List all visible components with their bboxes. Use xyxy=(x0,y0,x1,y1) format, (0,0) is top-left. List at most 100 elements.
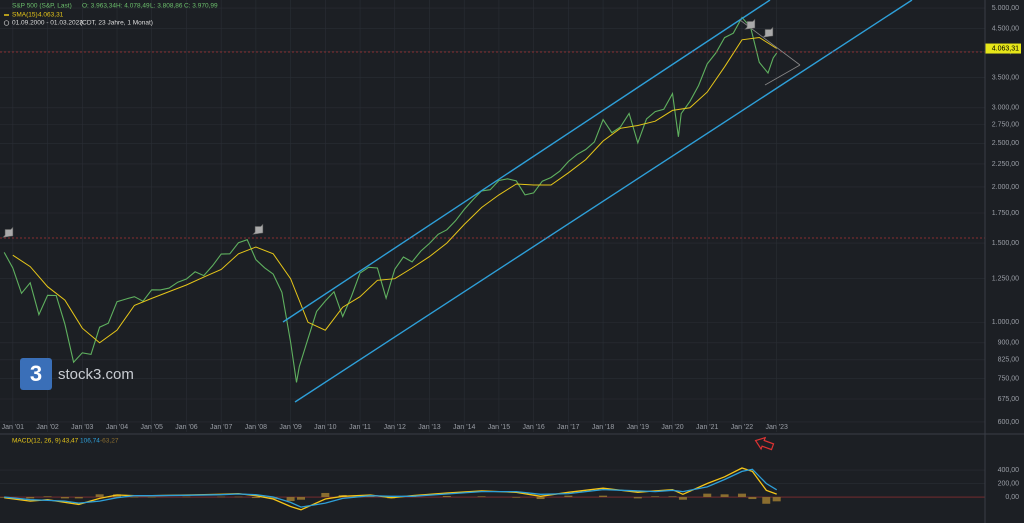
histogram-bar xyxy=(762,497,771,504)
histogram-bar xyxy=(74,497,83,499)
trend-line xyxy=(764,64,801,86)
x-tick-label: Jan '20 xyxy=(661,424,683,431)
histogram-bar xyxy=(512,497,521,498)
y-tick-label: 600,00 xyxy=(998,419,1020,426)
y-tick-label: 2.000,00 xyxy=(992,184,1019,191)
ohlc-high: H: 4.078,49 xyxy=(116,3,150,10)
x-tick-label: Jan '11 xyxy=(349,424,371,431)
x-tick-label: Jan '10 xyxy=(314,424,336,431)
clock-icon xyxy=(3,20,10,26)
x-tick-label: Jan '12 xyxy=(384,424,406,431)
y-tick-label: 1.250,00 xyxy=(992,276,1019,283)
x-tick-label: Jan '09 xyxy=(279,424,301,431)
channel-upper xyxy=(282,0,771,323)
histogram-bar xyxy=(366,496,375,498)
watermark: 3 stock3.com xyxy=(20,358,134,390)
macd-value: 43,47 xyxy=(62,438,79,445)
period: 01.09.2000 - 01.03.2023 xyxy=(12,20,83,27)
x-tick-label: Jan '22 xyxy=(731,424,753,431)
x-tick-label: Jan '07 xyxy=(210,424,232,431)
plot-layer xyxy=(0,0,985,511)
y-tick-label: 200,00 xyxy=(998,480,1020,487)
signal-value: 106,74 xyxy=(80,438,100,445)
histogram-bar xyxy=(442,496,451,498)
macd-legend: MACD(12, 26, 9) xyxy=(12,438,61,445)
histogram-bar xyxy=(297,497,306,500)
drawings xyxy=(0,0,985,451)
x-tick-label: Jan '15 xyxy=(488,424,510,431)
ohlc-open: O: 3.963,34 xyxy=(82,3,116,10)
histogram-bar xyxy=(737,493,746,498)
histogram-bar xyxy=(748,497,757,500)
x-tick-label: Jan '06 xyxy=(175,424,197,431)
price-tag-label: 4.063,31 xyxy=(992,45,1019,52)
histogram-bar xyxy=(251,497,260,499)
x-tick-label: Jan '08 xyxy=(245,424,267,431)
x-tick-label: Jan '21 xyxy=(696,424,718,431)
histogram-bar xyxy=(217,496,226,498)
logo-mark: 3 xyxy=(30,361,42,386)
histogram-bar xyxy=(599,495,608,498)
arrow xyxy=(744,18,756,30)
x-tick-label: Jan '02 xyxy=(36,424,58,431)
histogram-bar xyxy=(234,496,243,498)
arrow xyxy=(2,226,14,238)
histogram-bar xyxy=(26,497,35,499)
histogram-bar xyxy=(113,494,122,498)
y-tick-label: 900,00 xyxy=(998,340,1020,347)
x-tick-label: Jan '23 xyxy=(766,424,788,431)
histogram-bar xyxy=(269,497,278,500)
y-tick-label: 4.500,00 xyxy=(992,25,1019,32)
x-tick-label: Jan '04 xyxy=(106,424,128,431)
arrow xyxy=(762,26,774,38)
ohlc-close: C: 3.970,99 xyxy=(184,3,218,10)
price-line xyxy=(3,16,778,383)
y-tick-label: 1.750,00 xyxy=(992,210,1019,217)
x-tick-label: Jan '14 xyxy=(453,424,475,431)
histogram-bar xyxy=(703,493,712,498)
histogram-bar xyxy=(147,497,156,498)
instrument-name: S&P 500 (S&P, Last) xyxy=(12,3,72,10)
y-tick-label: 675,00 xyxy=(998,396,1020,403)
histogram-bar xyxy=(564,495,573,498)
y-tick-label: 1.000,00 xyxy=(992,319,1019,326)
y-tick-label: 750,00 xyxy=(998,375,1020,382)
sma-legend: SMA(15) xyxy=(12,12,38,19)
x-tick-label: Jan '13 xyxy=(418,424,440,431)
header: S&P 500 (S&P, Last) O: 3.963,34 H: 4.078… xyxy=(3,3,218,445)
y-tick-label: 2.750,00 xyxy=(992,122,1019,129)
macd-arrow xyxy=(754,436,775,451)
price-tag-box xyxy=(985,43,1021,54)
x-tick-label: Jan '05 xyxy=(141,424,163,431)
arrows xyxy=(2,18,774,238)
histogram-bar xyxy=(286,497,295,502)
histogram-bar xyxy=(772,497,781,502)
histogram-bar xyxy=(536,497,545,500)
y-tick-label: 1.500,00 xyxy=(992,240,1019,247)
histogram-bar xyxy=(130,497,139,498)
y-tick-label: 825,00 xyxy=(998,357,1020,364)
y-tick-label: 0,00 xyxy=(1005,494,1019,501)
histogram-bar xyxy=(651,496,660,498)
channel-lower xyxy=(294,0,913,403)
x-tick-label: Jan '19 xyxy=(627,424,649,431)
sma-value: 4.063,31 xyxy=(38,12,64,19)
histogram-bar xyxy=(668,496,677,498)
x-tick-label: Jan '16 xyxy=(522,424,544,431)
histogram-value: -63,27 xyxy=(100,438,119,445)
macd-line xyxy=(4,467,777,511)
y-tick-label: 3.000,00 xyxy=(992,105,1019,112)
y-tick-label: 400,00 xyxy=(998,467,1020,474)
y-tick-label: 5.000,00 xyxy=(992,5,1019,12)
histogram-bar xyxy=(477,496,486,498)
histogram-bar xyxy=(678,497,687,500)
signal-line xyxy=(4,468,778,508)
y-tick-label: 3.500,00 xyxy=(992,75,1019,82)
y-tick-label: 2.500,00 xyxy=(992,140,1019,147)
period-note: (CDT, 23 Jahre, 1 Monat) xyxy=(80,20,153,27)
sma-line xyxy=(12,36,777,344)
histogram-bar xyxy=(321,492,330,498)
arrow xyxy=(252,223,264,235)
